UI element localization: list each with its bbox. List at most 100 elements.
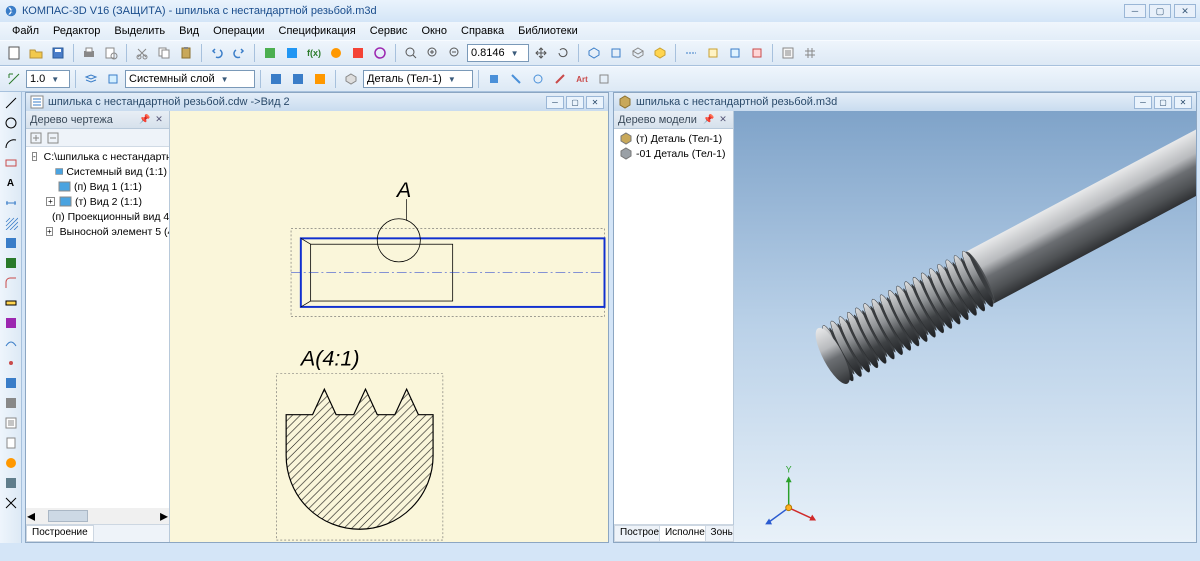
drawing-min-button[interactable]: ─ [546, 96, 564, 109]
tree-node[interactable]: +(т) Вид 2 (1:1) [28, 194, 167, 209]
tree-collapse-icon[interactable] [46, 131, 60, 145]
drawing-max-button[interactable]: ▢ [566, 96, 584, 109]
menu-window[interactable]: Окно [415, 24, 453, 38]
redo-button[interactable] [229, 43, 249, 63]
cut-button[interactable] [132, 43, 152, 63]
model-viewport[interactable]: Y [734, 111, 1196, 542]
layers-icon[interactable] [81, 69, 101, 89]
menu-service[interactable]: Сервис [364, 24, 414, 38]
tree-scrollbar[interactable]: ◂▸ [26, 508, 169, 524]
undo-button[interactable] [207, 43, 227, 63]
grid-button[interactable] [800, 43, 820, 63]
close-button[interactable]: ✕ [1174, 4, 1196, 18]
scale-icon[interactable] [4, 69, 24, 89]
model-tree-node[interactable]: (т) Деталь (Тел-1) [616, 131, 731, 146]
vt-assem[interactable] [2, 394, 20, 412]
vt-cut[interactable] [2, 234, 20, 252]
scale-combo[interactable]: 1.0▼ [26, 70, 70, 88]
drawing-window-title[interactable]: шпилька с нестандартной резьбой.cdw ->Ви… [26, 93, 608, 111]
menu-spec[interactable]: Спецификация [273, 24, 362, 38]
vt-line[interactable] [2, 94, 20, 112]
toggle-d[interactable] [747, 43, 767, 63]
tool2-e[interactable] [594, 69, 614, 89]
vt-circle[interactable] [2, 114, 20, 132]
menu-file[interactable]: Файл [6, 24, 45, 38]
view-front-button[interactable] [606, 43, 626, 63]
toggle-c[interactable] [725, 43, 745, 63]
print-preview-button[interactable] [101, 43, 121, 63]
model-min-button[interactable]: ─ [1134, 96, 1152, 109]
tab-build[interactable]: Построение [26, 525, 94, 542]
vt-params[interactable] [2, 314, 20, 332]
vt-bom[interactable] [2, 414, 20, 432]
tool2-a[interactable] [484, 69, 504, 89]
menu-edit[interactable]: Редактор [47, 24, 106, 38]
state-btn-1[interactable] [266, 69, 286, 89]
save-button[interactable] [48, 43, 68, 63]
tool2-art[interactable]: Art [572, 69, 592, 89]
zoom-out-button[interactable] [445, 43, 465, 63]
tool-1[interactable] [260, 43, 280, 63]
view-iso-button[interactable] [584, 43, 604, 63]
print-button[interactable] [79, 43, 99, 63]
zoom-fit-button[interactable] [401, 43, 421, 63]
model-max-button[interactable]: ▢ [1154, 96, 1172, 109]
drawing-tree-list[interactable]: -C:\шпилька с нестандартноСистемный вид … [26, 147, 169, 508]
tool2-b[interactable] [506, 69, 526, 89]
tool-3[interactable] [326, 43, 346, 63]
vt-hatch[interactable] [2, 214, 20, 232]
view-wire-button[interactable] [628, 43, 648, 63]
vt-text[interactable]: A [2, 174, 20, 192]
tool-2[interactable] [282, 43, 302, 63]
tool2-c[interactable] [528, 69, 548, 89]
tree-expand-icon[interactable] [29, 131, 43, 145]
drawing-canvas[interactable]: А А(4:1) [170, 111, 608, 542]
minimize-button[interactable]: ─ [1124, 4, 1146, 18]
vt-x1[interactable] [2, 454, 20, 472]
tree-node[interactable]: -C:\шпилька с нестандартно [28, 149, 167, 164]
layer-sys-icon[interactable] [103, 69, 123, 89]
model-bottom-tab[interactable]: Исполне... [659, 525, 706, 542]
rotate-button[interactable] [553, 43, 573, 63]
state-btn-3[interactable] [310, 69, 330, 89]
copy-button[interactable] [154, 43, 174, 63]
tree-node[interactable]: Системный вид (1:1) [28, 164, 167, 179]
tool2-d[interactable] [550, 69, 570, 89]
model-window-title[interactable]: шпилька с нестандартной резьбой.m3d ─ ▢ … [614, 93, 1196, 111]
vt-x3[interactable] [2, 494, 20, 512]
vt-report[interactable] [2, 434, 20, 452]
tree-close-icon[interactable]: ✕ [153, 114, 165, 126]
drawing-close-button[interactable]: ✕ [586, 96, 604, 109]
mtree-pin-icon[interactable]: 📌 [703, 114, 715, 126]
toggle-a[interactable] [681, 43, 701, 63]
tree-node[interactable]: +Выносной элемент 5 (4: [28, 224, 167, 239]
zoom-value[interactable]: 0.8146▼ [467, 44, 529, 62]
toggle-b[interactable] [703, 43, 723, 63]
new-button[interactable] [4, 43, 24, 63]
part-icon[interactable] [341, 69, 361, 89]
model-tree-list[interactable]: (т) Деталь (Тел-1)-01 Деталь (Тел-1) [614, 129, 733, 524]
vt-point[interactable] [2, 354, 20, 372]
tool-5[interactable] [370, 43, 390, 63]
menu-select[interactable]: Выделить [108, 24, 171, 38]
maximize-button[interactable]: ▢ [1149, 4, 1171, 18]
layer-combo[interactable]: Системный слой▼ [125, 70, 255, 88]
tool-4[interactable] [348, 43, 368, 63]
menu-operations[interactable]: Операции [207, 24, 270, 38]
open-button[interactable] [26, 43, 46, 63]
state-btn-2[interactable] [288, 69, 308, 89]
vt-spline[interactable] [2, 334, 20, 352]
vt-measure[interactable] [2, 294, 20, 312]
view-shade-button[interactable] [650, 43, 670, 63]
vt-view[interactable] [2, 374, 20, 392]
model-tree-node[interactable]: -01 Деталь (Тел-1) [616, 146, 731, 161]
zoom-in-button[interactable] [423, 43, 443, 63]
model-close-button[interactable]: ✕ [1174, 96, 1192, 109]
model-bottom-tab[interactable]: Построе... [614, 525, 660, 542]
paste-button[interactable] [176, 43, 196, 63]
vt-trim[interactable] [2, 254, 20, 272]
options-button[interactable] [778, 43, 798, 63]
tree-pin-icon[interactable]: 📌 [139, 114, 151, 126]
part-combo[interactable]: Деталь (Тел-1)▼ [363, 70, 473, 88]
vt-x2[interactable] [2, 474, 20, 492]
